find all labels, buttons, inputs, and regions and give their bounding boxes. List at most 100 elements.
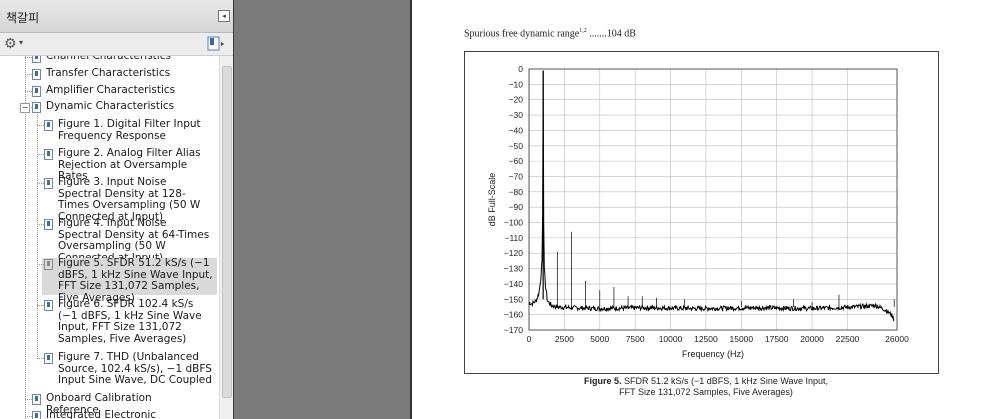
panel-title: 책갈피	[6, 11, 40, 25]
sfdr-chart: 0 −10 −20 −30 −40 −50 −60 −70 −80 −90 −100 −110 −120…	[487, 64, 909, 359]
bookmark-label: Amplifier Characteristics	[46, 84, 176, 96]
bookmark-item[interactable]: Figure 3. Input Noise Spectral Density a…	[42, 176, 217, 222]
bookmark-item[interactable]: Figure 6. SFDR 102.4 kS/s (−1 dBFS, 1 kH…	[42, 298, 217, 347]
x-tick-label: 7500	[626, 334, 645, 344]
bookmark-page-icon	[32, 411, 41, 419]
bookmark-page-icon	[44, 300, 53, 311]
tree-connector-line	[25, 57, 32, 58]
tree-connector-line	[37, 183, 44, 184]
bookmarks-panel: 책갈피 ◂ ⚙ ▾ Channel Characteristics Transfe…	[0, 0, 234, 419]
options-dropdown-icon[interactable]: ▾	[19, 38, 24, 47]
tree-connector-line	[37, 224, 44, 225]
x-tick-label: 17500	[765, 334, 789, 344]
bookmark-page-icon	[32, 102, 41, 113]
x-tick-label: 20000	[800, 334, 824, 344]
y-tick-label: −10	[509, 79, 524, 89]
y-tick-label: −20	[509, 95, 524, 105]
panel-gutter	[234, 0, 410, 419]
x-tick-label: 15000	[729, 334, 753, 344]
bookmark-label: Channel Characteristics	[46, 56, 171, 62]
bookmark-item[interactable]: Figure 5. SFDR 51.2 kS/s (−1 dBFS, 1 kHz…	[42, 257, 217, 303]
bookmark-label: Dynamic Characteristics	[46, 100, 175, 112]
tree-connector-line	[37, 305, 44, 306]
bookmark-expand-icon[interactable]	[207, 36, 225, 52]
bookmark-page-icon	[44, 219, 53, 230]
y-tick-label: −100	[504, 218, 523, 228]
bookmark-item[interactable]: Dynamic Characteristics	[30, 100, 217, 115]
x-tick-label: 0	[527, 334, 532, 344]
y-tick-label: −80	[509, 187, 524, 197]
y-tick-label: −140	[504, 279, 523, 289]
bookmark-page-icon	[44, 120, 53, 131]
bookmark-label: Figure 6. SFDR 102.4 kS/s (−1 dBFS, 1 kH…	[58, 298, 202, 345]
bookmark-page-icon	[32, 69, 41, 80]
y-tick-label: −120	[504, 248, 523, 258]
y-tick-label: 0	[518, 64, 523, 74]
tree-connector-line	[37, 154, 44, 155]
x-tick-label: 12500	[694, 334, 718, 344]
bookmark-page-icon	[44, 149, 53, 160]
collapse-toggle-icon[interactable]: −	[20, 103, 30, 113]
spec-value: .......104 dB	[586, 28, 636, 40]
caption-label: Figure 5.	[583, 376, 622, 386]
bookmark-page-icon	[32, 56, 41, 63]
bookmark-item[interactable]: Figure 7. THD (Unbalanced Source, 102.4 …	[42, 351, 217, 389]
caption-line-1: SFDR 51.2 kS/s (−1 dBFS, 1 kHz Sine Wave…	[624, 376, 829, 386]
options-gear-icon[interactable]: ⚙	[4, 36, 17, 52]
y-tick-label: −70	[509, 171, 524, 181]
tree-connector-line	[37, 125, 44, 126]
bookmark-item[interactable]: Transfer Characteristics	[30, 67, 217, 82]
caption-line-2: FFT Size 131,072 Samples, Five Averages)	[619, 387, 793, 397]
bookmark-item[interactable]: Integrated Electronic Piezoelectric	[30, 409, 217, 419]
y-tick-label: −110	[504, 233, 523, 243]
bookmark-label: Onboard Calibration Reference	[46, 392, 152, 416]
bookmark-page-icon	[32, 86, 41, 97]
bookmark-page-icon	[32, 394, 41, 405]
bookmark-tree: Channel Characteristics Transfer Characte…	[0, 56, 219, 419]
plot-frame	[528, 68, 898, 331]
panel-header: 책갈피 ◂	[0, 0, 233, 33]
y-tick-label: −90	[509, 202, 524, 212]
bookmark-item[interactable]: Channel Characteristics	[30, 56, 217, 65]
bookmark-item[interactable]: Figure 2. Analog Filter Alias Rejection …	[42, 147, 217, 182]
bookmark-page-icon	[44, 353, 53, 364]
figure-caption: Figure 5. SFDR 51.2 kS/s (−1 dBFS, 1 kHz…	[412, 376, 998, 398]
y-tick-label: −150	[504, 294, 523, 304]
scrollbar-thumb[interactable]	[222, 66, 232, 398]
bookmark-page-icon	[44, 259, 53, 270]
tree-connector-line	[37, 112, 38, 357]
y-tick-label: −160	[504, 310, 523, 320]
bookmark-item[interactable]: Figure 4. Input Noise Spectral Density a…	[42, 217, 217, 263]
tree-connector-line	[25, 399, 32, 400]
y-tick-label: −170	[504, 325, 523, 335]
tree-connector-line	[25, 56, 26, 419]
bookmark-label: Figure 7. THD (Unbalanced Source, 102.4 …	[58, 351, 212, 386]
y-tick-label: −40	[509, 125, 524, 135]
y-tick-label: −130	[504, 264, 523, 274]
bookmark-label: Figure 4. Input Noise Spectral Density a…	[58, 217, 210, 263]
bookmark-label: Integrated Electronic Piezoelectric	[46, 409, 157, 419]
x-tick-label: 5000	[590, 334, 609, 344]
pdf-page: Spurious free dynamic range1,2 .......10…	[410, 0, 998, 419]
collapse-panel-button[interactable]: ◂	[218, 10, 230, 22]
tree-connector-line	[37, 358, 44, 359]
bookmark-label: Figure 1. Digital Filter Input Frequency…	[58, 118, 201, 142]
tree-connector-line	[25, 91, 32, 92]
y-tick-label: −30	[509, 110, 524, 120]
spec-label: Spurious free dynamic range	[464, 28, 580, 40]
x-tick-label: 22500	[836, 334, 860, 344]
panel-toolbar: ⚙ ▾	[0, 33, 233, 56]
spectrum-line	[529, 70, 895, 322]
bookmark-item[interactable]: Onboard Calibration Reference	[30, 392, 217, 415]
bookmark-label: Figure 3. Input Noise Spectral Density a…	[58, 176, 201, 223]
figure-5-box: 0 −10 −20 −30 −40 −50 −60 −70 −80 −90 −100 −110 −120…	[464, 51, 939, 374]
bookmark-page-icon	[44, 178, 53, 189]
bookmark-item[interactable]: Figure 1. Digital Filter Input Frequency…	[42, 118, 217, 144]
x-axis-label: Frequency (Hz)	[682, 349, 744, 359]
tree-connector-line	[37, 264, 44, 265]
tree-scrollbar[interactable]	[219, 56, 233, 419]
spec-footnote: 1,2	[579, 28, 587, 34]
bookmark-item[interactable]: Amplifier Characteristics	[30, 84, 217, 99]
x-tick-label: 10000	[659, 334, 683, 344]
y-tick-label: −50	[509, 141, 524, 151]
